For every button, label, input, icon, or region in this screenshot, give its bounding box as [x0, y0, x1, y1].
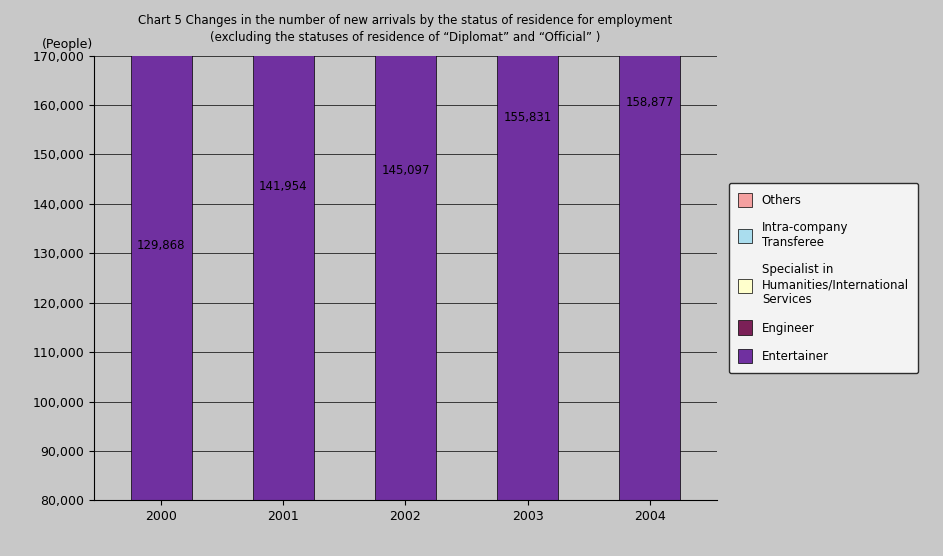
Bar	[375, 0, 436, 500]
Bar	[253, 0, 314, 500]
Text: 158,877: 158,877	[625, 96, 673, 109]
Bar	[497, 0, 558, 500]
Bar	[131, 0, 192, 500]
Text: (People): (People)	[41, 38, 92, 51]
Text: 155,831: 155,831	[504, 111, 552, 124]
Text: Chart 5 Changes in the number of new arrivals by the status of residence for emp: Chart 5 Changes in the number of new arr…	[139, 14, 672, 27]
Text: (excluding the statuses of residence of “Diplomat” and “Official” ): (excluding the statuses of residence of …	[210, 31, 601, 43]
Legend: Others, Intra-company
Transferee, Specialist in
Humanities/International
Service: Others, Intra-company Transferee, Specia…	[729, 183, 918, 373]
Text: 129,868: 129,868	[137, 240, 186, 252]
Bar	[619, 0, 680, 500]
Text: 145,097: 145,097	[381, 164, 430, 177]
Text: 141,954: 141,954	[259, 180, 307, 193]
